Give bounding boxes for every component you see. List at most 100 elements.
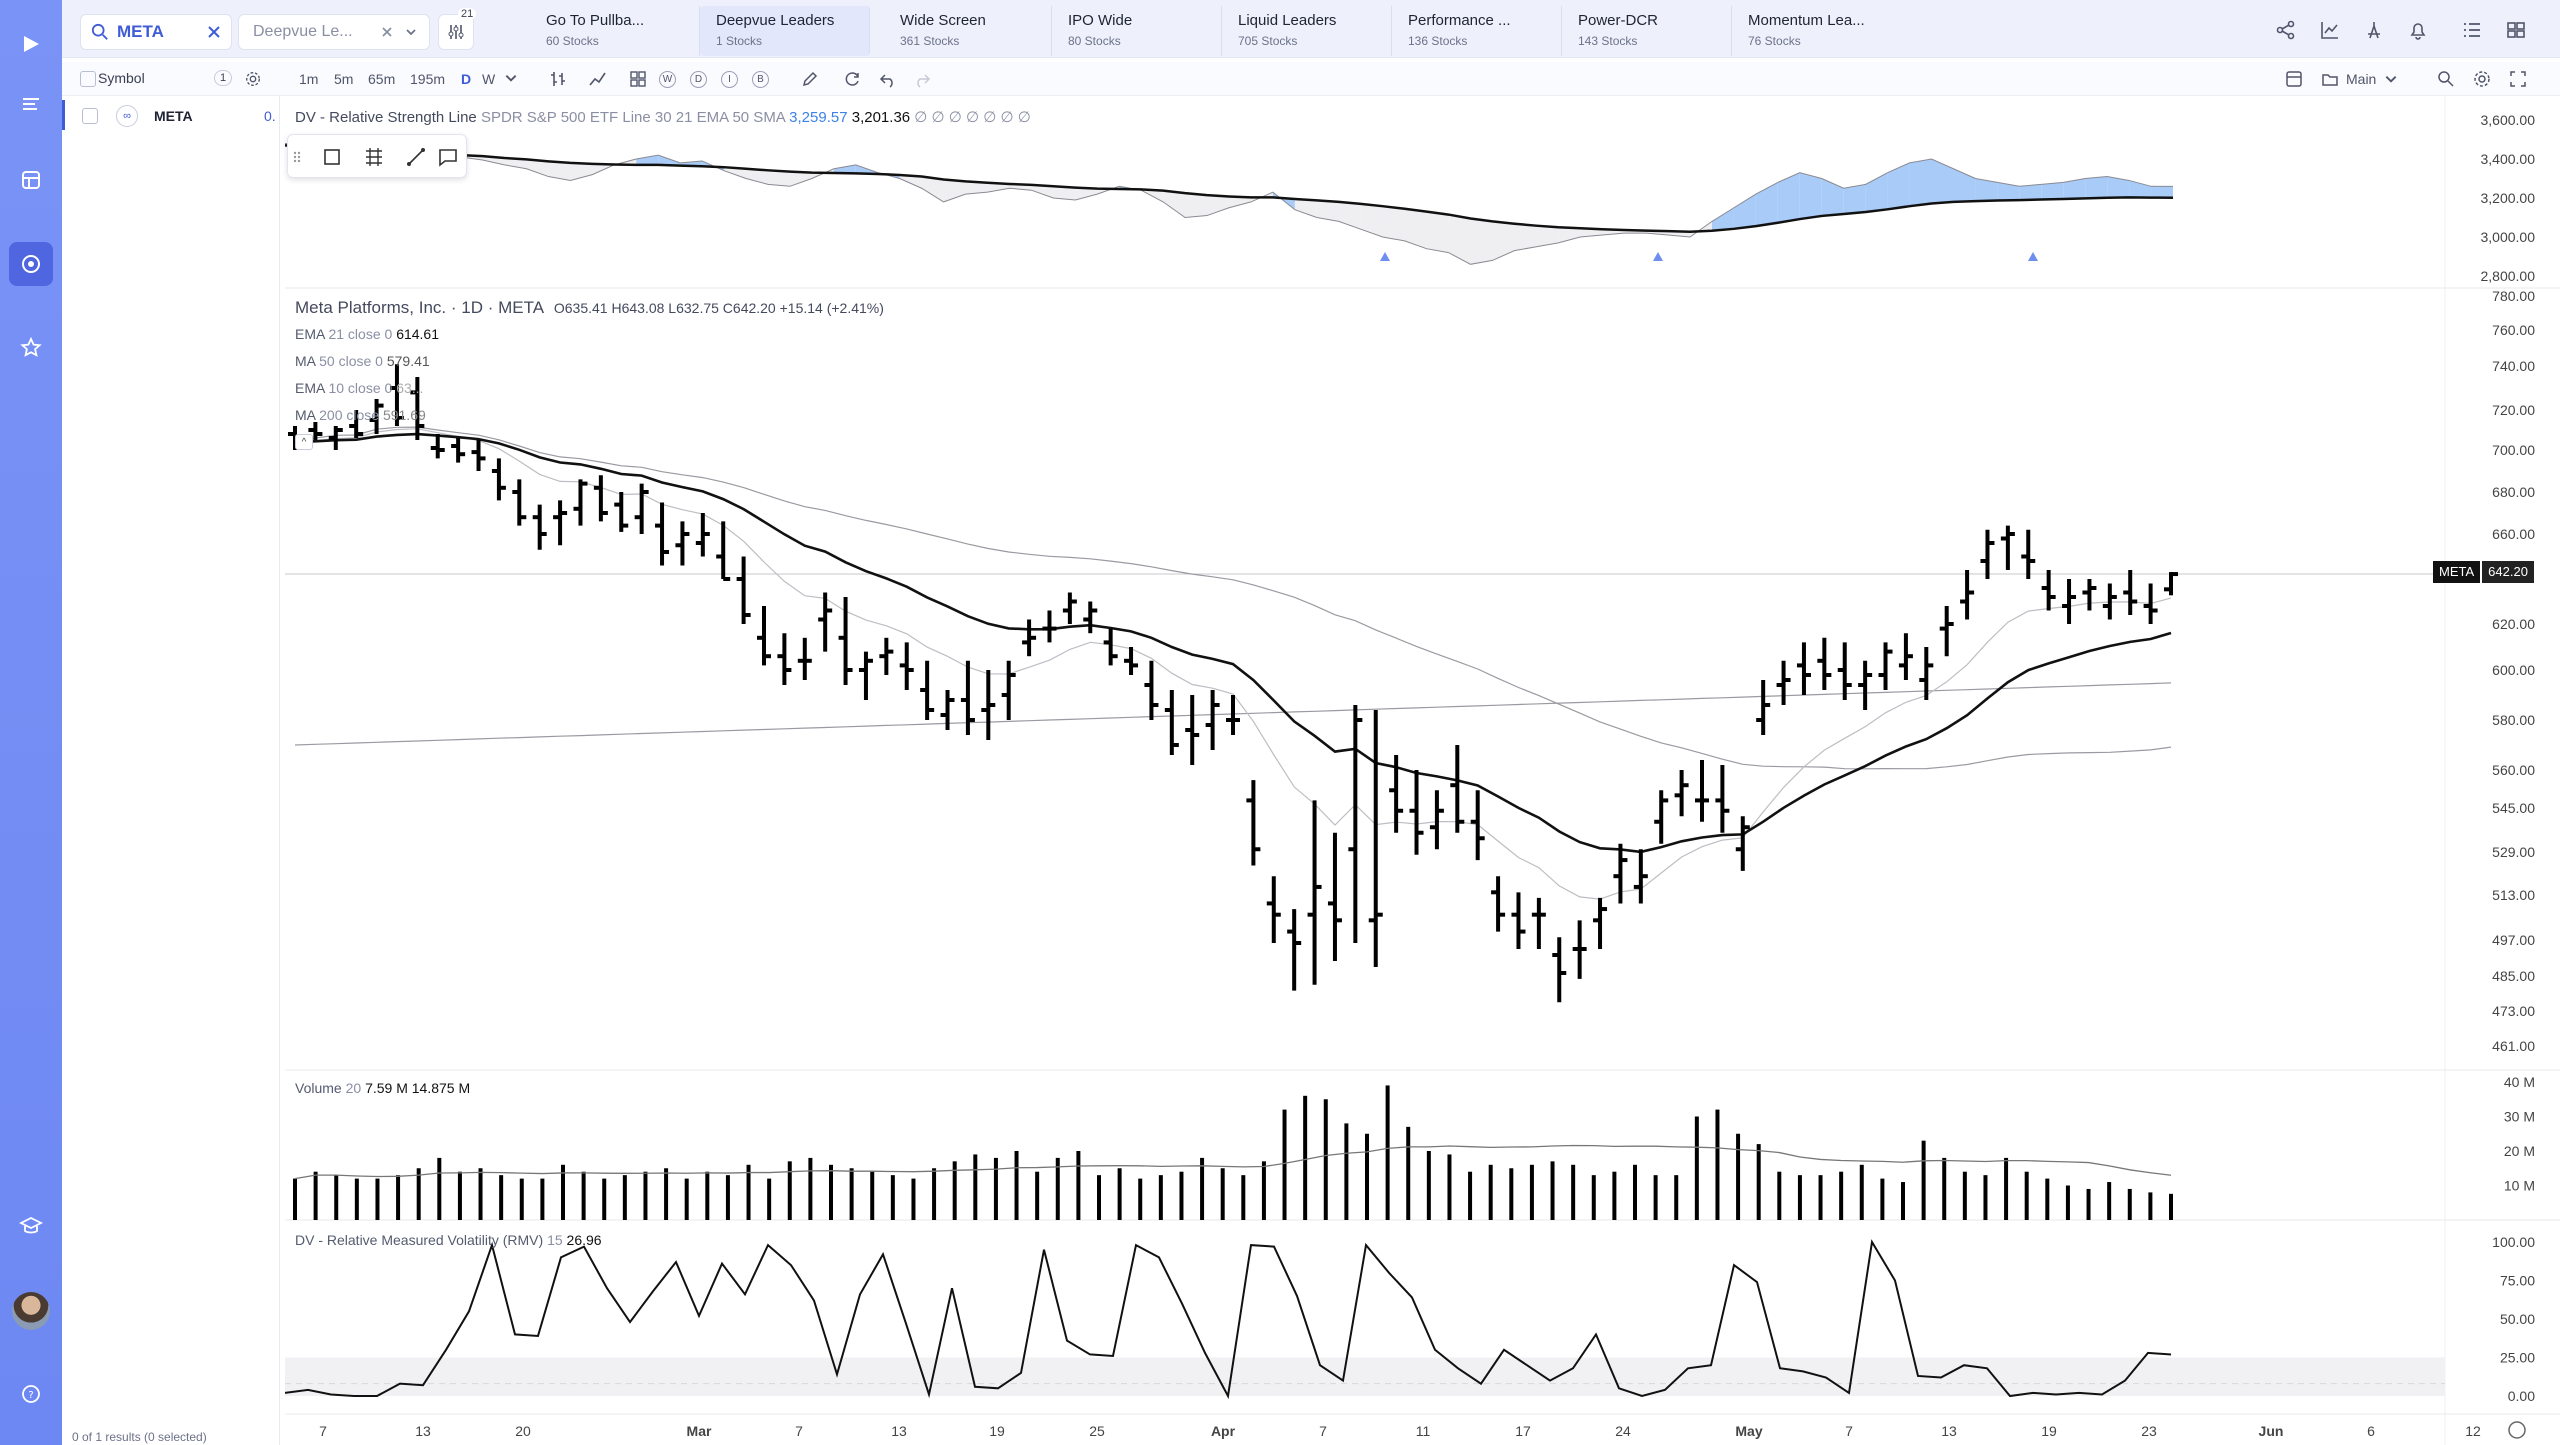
volume-bar — [1323, 1099, 1328, 1220]
comment-tool-icon[interactable] — [436, 145, 460, 169]
toggle-b-button[interactable]: B — [752, 71, 769, 88]
volume-title: Volume — [295, 1080, 342, 1096]
clear-search-icon[interactable] — [207, 25, 221, 39]
rs-fill-below — [1053, 186, 1076, 200]
avatar[interactable] — [12, 1292, 50, 1330]
chart-canvas[interactable]: 3,600.00 3,400.00 3,200.00 3,000.00 2,800.00… — [285, 96, 2560, 1445]
refresh-icon[interactable] — [842, 69, 862, 89]
share-icon[interactable] — [2274, 18, 2298, 42]
interval-d[interactable]: D — [461, 71, 472, 87]
rs-value-1: 3,259.57 — [789, 109, 848, 126]
chart-line-icon[interactable] — [2318, 18, 2342, 42]
star-icon[interactable] — [9, 326, 53, 370]
price-y-tick: 740.00 — [2492, 358, 2535, 374]
volume-bar — [787, 1161, 792, 1220]
charts-icon[interactable] — [9, 242, 53, 286]
price-y-tick: 600.00 — [2492, 662, 2535, 678]
rs-marker-triangle — [1380, 252, 1390, 261]
interval-1m[interactable]: 1m — [299, 71, 319, 87]
grid-view-icon[interactable] — [2504, 18, 2528, 42]
volume-bar — [1674, 1175, 1679, 1220]
volume-bar — [457, 1171, 462, 1220]
row-checkbox[interactable] — [82, 108, 98, 124]
toggle-w-button[interactable]: W — [659, 71, 676, 88]
layout-name[interactable]: Main — [2346, 71, 2377, 87]
chart-area[interactable]: 3,600.00 3,400.00 3,200.00 3,000.00 2,800.00… — [285, 96, 2560, 1445]
undo-icon[interactable] — [878, 69, 898, 89]
tab-power-dcr[interactable]: Power-DCR 143 Stocks — [1562, 6, 1732, 56]
bar-type-icon[interactable] — [548, 69, 568, 89]
fib-tool-icon[interactable] — [362, 145, 386, 169]
volume-y-tick: 30 M — [2504, 1109, 2535, 1125]
tab-performance[interactable]: Performance ... 136 Stocks — [1392, 6, 1562, 56]
volume-bar — [375, 1178, 380, 1220]
volume-bar — [1014, 1151, 1019, 1220]
interval-w[interactable]: W — [482, 71, 496, 87]
symbol-search[interactable]: META — [80, 14, 232, 50]
volume-y-tick: 40 M — [2504, 1074, 2535, 1090]
layout-icon[interactable] — [2284, 69, 2304, 89]
rs-fill-above — [833, 164, 856, 174]
redo-icon[interactable] — [912, 69, 932, 89]
chart-settings-icon[interactable] — [2508, 1421, 2526, 1439]
trendline-tool-icon[interactable] — [404, 145, 428, 169]
list-item[interactable]: ∞ META 0. — [62, 100, 280, 130]
tab-wide-screen[interactable]: Wide Screen 361 Stocks — [884, 6, 1052, 56]
price-y-tick: 680.00 — [2492, 484, 2535, 500]
tab-deepvue-leaders[interactable]: Deepvue Leaders 1 Stocks — [700, 6, 870, 56]
svg-text:?: ? — [28, 1390, 33, 1401]
filter-button[interactable] — [438, 14, 474, 50]
interval-195m[interactable]: 195m — [410, 71, 446, 87]
zoom-search-icon[interactable] — [2436, 69, 2456, 89]
volume-bar — [1901, 1182, 1905, 1220]
watchlist-select[interactable]: Deepvue Le... — [238, 14, 430, 50]
bell-icon[interactable] — [2406, 18, 2430, 42]
collapse-legend-button[interactable]: ^ — [295, 434, 313, 450]
chevron-down-icon[interactable] — [504, 71, 518, 85]
watchlist-icon[interactable] — [9, 158, 53, 202]
interval-65m[interactable]: 65m — [368, 71, 396, 87]
tab-ipo-wide[interactable]: IPO Wide 80 Stocks — [1052, 6, 1222, 56]
drag-handle-icon[interactable] — [292, 145, 302, 169]
list-view-icon[interactable] — [2460, 18, 2484, 42]
compass-icon[interactable] — [2362, 18, 2386, 42]
chevron-down-icon[interactable] — [405, 26, 417, 38]
volume-bar — [1509, 1168, 1514, 1220]
toggle-d-button[interactable]: D — [690, 71, 707, 88]
logo-play-icon[interactable] — [9, 22, 53, 66]
indicators-icon[interactable] — [588, 69, 608, 89]
select-all-checkbox[interactable] — [80, 71, 96, 87]
volume-bar — [1797, 1175, 1802, 1220]
folder-icon[interactable] — [2320, 69, 2340, 89]
chevron-down-icon[interactable] — [2384, 72, 2398, 86]
templates-icon[interactable] — [628, 69, 648, 89]
rmv-params: 15 — [547, 1232, 563, 1248]
menu-icon[interactable] — [9, 82, 53, 126]
tab-count: 1 Stocks — [716, 34, 763, 48]
tab-count: 705 Stocks — [1238, 34, 1298, 48]
pencil-icon[interactable] — [800, 69, 820, 89]
close-icon[interactable] — [381, 26, 393, 38]
toggle-i-button[interactable]: I — [721, 71, 738, 88]
tab-go-to-pullback[interactable]: Go To Pullba... 60 Stocks — [530, 6, 700, 56]
fullscreen-icon[interactable] — [2508, 69, 2528, 89]
rs-value-2: 3,201.36 — [851, 109, 911, 126]
volume-bar — [973, 1154, 978, 1220]
tab-liquid-leaders[interactable]: Liquid Leaders 705 Stocks — [1222, 6, 1392, 56]
x-axis-tick: 25 — [1089, 1423, 1105, 1439]
volume-bar — [1138, 1178, 1143, 1220]
help-icon[interactable]: ? — [9, 1372, 53, 1416]
rs-fill-below — [1185, 193, 1208, 218]
volume-bar — [581, 1171, 586, 1220]
symbol-count-badge: 1 — [214, 70, 233, 86]
tab-momentum-leaders[interactable]: Momentum Lea... 76 Stocks — [1732, 6, 1902, 56]
volume-bar — [1035, 1171, 1040, 1220]
x-axis-tick: Mar — [687, 1423, 712, 1439]
search-input[interactable]: META — [117, 22, 164, 41]
rectangle-tool-icon[interactable] — [320, 145, 344, 169]
gear-icon[interactable] — [244, 70, 262, 88]
gear-icon[interactable] — [2472, 69, 2492, 89]
interval-5m[interactable]: 5m — [334, 71, 354, 87]
chart-toolbar: 1m 5m 65m 195m D W W D I B Main — [62, 62, 2560, 96]
graduation-cap-icon[interactable] — [9, 1204, 53, 1248]
